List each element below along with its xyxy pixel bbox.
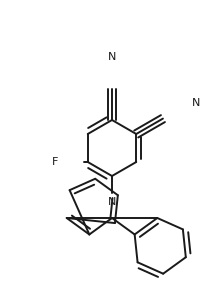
Text: N: N	[108, 197, 116, 207]
Text: N: N	[108, 52, 116, 62]
Text: F: F	[52, 157, 59, 167]
Text: N: N	[192, 98, 200, 108]
